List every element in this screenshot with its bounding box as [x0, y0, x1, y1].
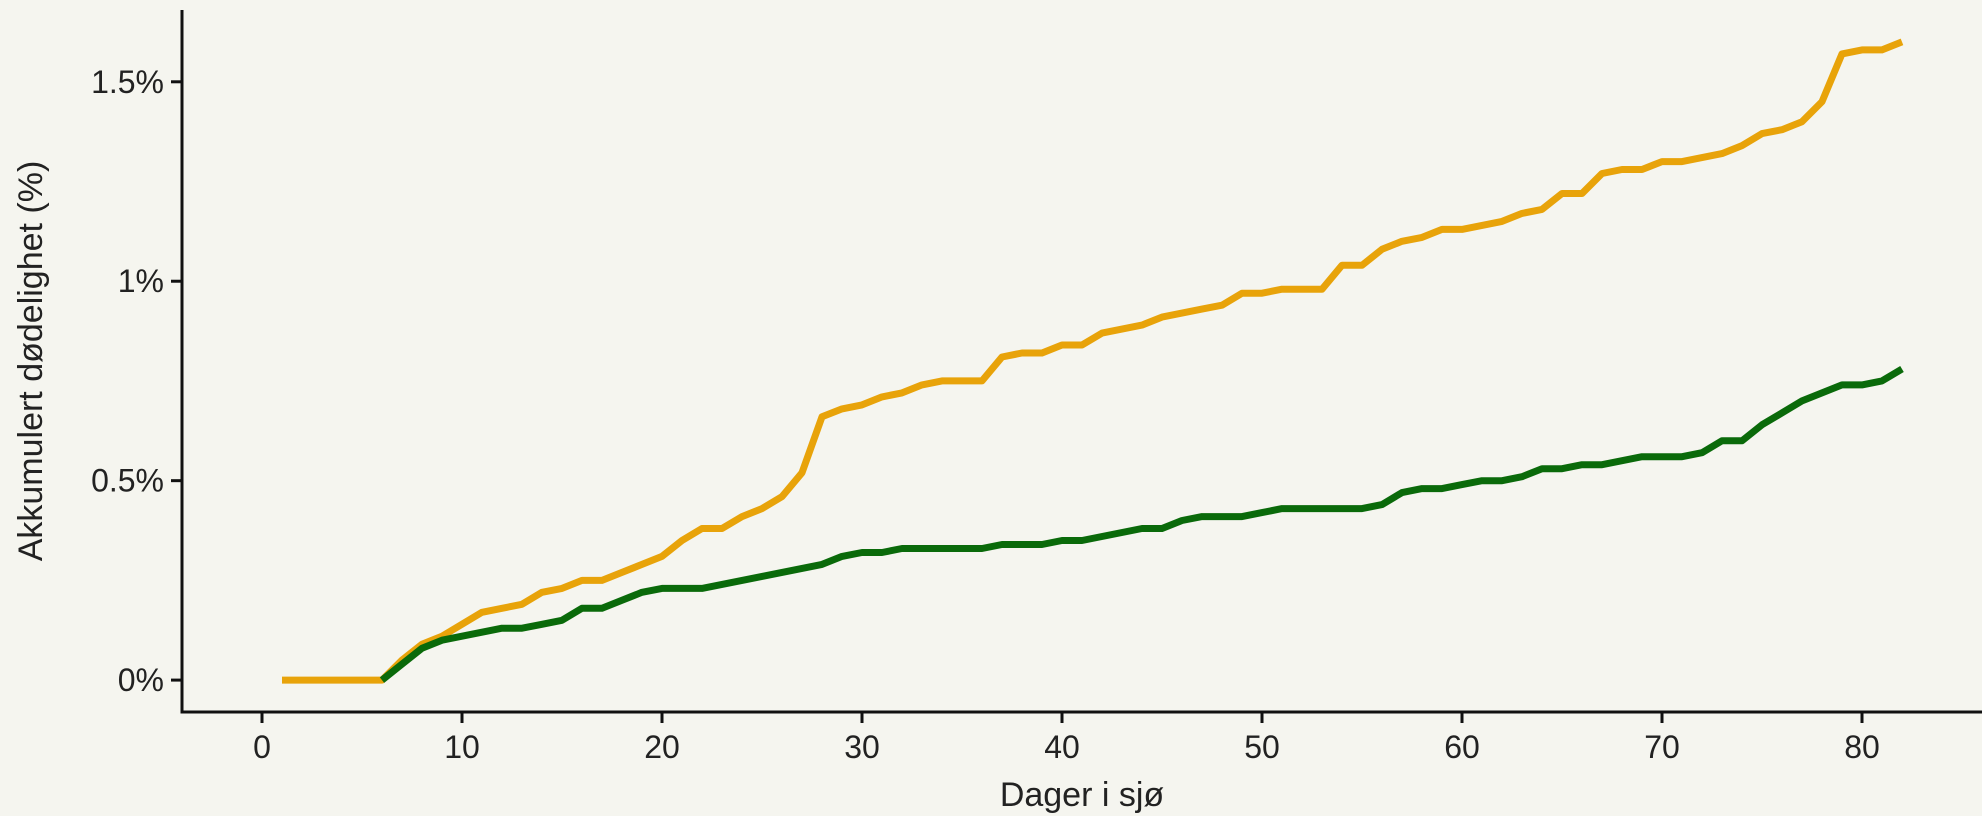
y-axis-ticks: 0% 0.5% 1% 1.5%	[91, 64, 182, 698]
x-tick-label: 40	[1044, 729, 1080, 765]
y-tick-label: 0%	[118, 662, 164, 698]
series-line-1	[282, 38, 1904, 684]
x-tick-label: 60	[1444, 729, 1480, 765]
y-tick-label: 0.5%	[91, 463, 164, 499]
series-lines	[282, 38, 1904, 684]
y-tick-label: 1%	[118, 263, 164, 299]
x-tick-label: 70	[1644, 729, 1680, 765]
series-line-2	[379, 365, 1904, 683]
axes	[180, 10, 1982, 714]
x-axis-title: Dager i sjø	[1000, 776, 1164, 814]
x-tick-label: 10	[444, 729, 480, 765]
x-axis-ticks: 0 10 20 30 40 50 60 70 80	[253, 712, 1880, 765]
y-tick-label: 1.5%	[91, 64, 164, 100]
x-tick-label: 20	[644, 729, 680, 765]
x-tick-label: 30	[844, 729, 880, 765]
x-tick-label: 80	[1844, 729, 1880, 765]
x-tick-label: 50	[1244, 729, 1280, 765]
y-axis-title: Akkumulert dødelighet (%)	[12, 161, 50, 562]
x-tick-label: 0	[253, 729, 271, 765]
